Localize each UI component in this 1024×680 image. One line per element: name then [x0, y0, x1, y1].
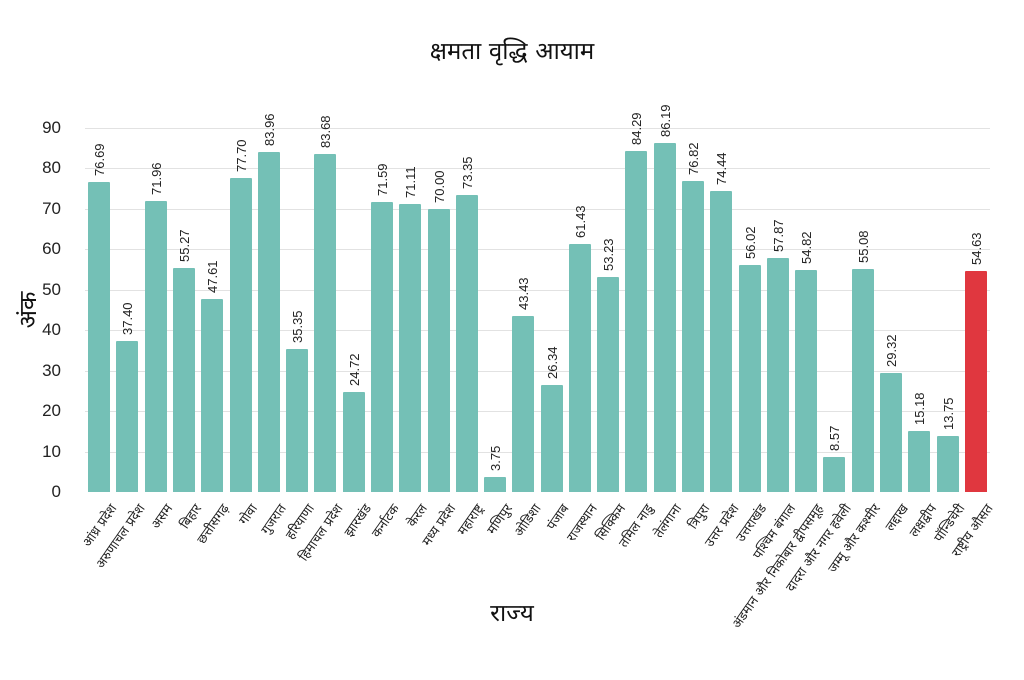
bar [427, 208, 450, 492]
y-tick-label: 20 [42, 401, 61, 421]
bar [116, 340, 139, 492]
gridline [85, 411, 990, 413]
bar-value-label: 61.43 [572, 205, 588, 238]
x-tick-label: ओडिशा [511, 501, 545, 540]
y-tick-label: 70 [42, 198, 61, 218]
y-tick-label: 0 [51, 482, 61, 501]
bar-value-label: 83.96 [261, 113, 277, 147]
bar [455, 195, 478, 492]
bar-value-label: 84.29 [629, 112, 645, 146]
y-tick-label: 10 [42, 441, 61, 461]
y-tick-label: 50 [42, 279, 61, 299]
bar-value-label: 71.96 [148, 162, 164, 195]
bar [795, 270, 818, 492]
gridline [85, 451, 990, 453]
bar-value-label: 71.11 [403, 166, 419, 199]
y-tick-label: 30 [42, 360, 61, 380]
bar [964, 271, 987, 492]
gridline [85, 289, 990, 291]
bar [540, 385, 563, 492]
bar-value-label: 26.34 [544, 346, 560, 380]
bar-value-label: 70.00 [431, 170, 447, 203]
bar [568, 243, 591, 492]
bar [738, 265, 761, 492]
bar [653, 143, 676, 492]
bar-value-label: 55.27 [176, 229, 192, 263]
bar [144, 200, 167, 492]
gridline [85, 168, 990, 170]
bar [257, 152, 280, 492]
bar-value-label: 3.75 [488, 445, 504, 471]
bar [710, 190, 733, 492]
bar-value-label: 56.02 [742, 226, 758, 260]
y-tick-label: 60 [42, 239, 61, 259]
bar [823, 457, 846, 492]
bar-value-label: 13.75 [940, 397, 956, 431]
bar [766, 257, 789, 492]
x-tick-label: तेलंगाना [651, 501, 686, 542]
bar-value-label: 74.44 [714, 152, 730, 185]
bar [201, 299, 224, 492]
y-tick-label: 80 [42, 158, 61, 178]
bar-value-label: 47.61 [205, 260, 221, 294]
gridline [85, 208, 990, 210]
bar-value-label: 73.35 [459, 156, 475, 190]
bar-value-label: 83.68 [318, 115, 334, 148]
bar-value-label: 43.43 [516, 277, 532, 311]
bar-value-label: 24.72 [346, 353, 362, 387]
bar [286, 349, 309, 492]
bar [908, 430, 931, 492]
bar [625, 151, 648, 492]
bar-value-label: 71.59 [374, 163, 390, 197]
bar [512, 316, 535, 492]
x-tick-label: असम [148, 501, 177, 533]
bar [229, 177, 252, 492]
x-tick-label: मणिपुर [484, 501, 516, 538]
x-axis-label: राज्य [490, 599, 534, 627]
bar [342, 392, 365, 492]
gridline [85, 128, 990, 129]
bar-value-label: 55.08 [855, 230, 871, 264]
y-tick-label: 40 [42, 320, 61, 340]
gridline [85, 330, 990, 332]
bar-value-label: 53.23 [601, 238, 617, 271]
bar-value-label: 86.19 [657, 104, 673, 138]
bar [370, 202, 393, 492]
gridline [85, 370, 990, 372]
bar-value-label: 8.57 [827, 426, 843, 452]
chart-title: क्षमता वृद्धि आयाम [429, 37, 595, 65]
bar [682, 181, 705, 492]
bar-value-label: 76.69 [92, 143, 108, 176]
bar-value-label: 54.63 [968, 232, 984, 266]
x-tick-label: कर्नाटक [369, 501, 403, 541]
bar [314, 153, 337, 492]
bar-value-label: 77.70 [233, 139, 249, 172]
bar [936, 436, 959, 492]
bar-value-label: 57.87 [770, 219, 786, 252]
x-tick-label: झारखंड [341, 501, 375, 540]
bar-value-label: 54.82 [799, 231, 815, 265]
bar-value-label: 35.35 [290, 310, 306, 344]
bar-value-label: 37.40 [120, 302, 136, 335]
gridline [85, 249, 990, 251]
bar [399, 204, 422, 492]
bar [88, 181, 111, 492]
x-tick-label: महाराष्ट्र [455, 501, 488, 539]
bar [172, 268, 195, 492]
bar-value-label: 29.32 [884, 334, 900, 368]
bar [851, 269, 874, 492]
bar-value-label: 76.82 [686, 142, 702, 176]
bar [880, 373, 903, 492]
bar [597, 276, 620, 492]
bar [484, 476, 507, 492]
y-tick-label: 90 [42, 118, 61, 137]
plot-area: 0 10 20 30 40 50 60 70 80 90 76.69 37.40 71.96 55.27 4… [42, 105, 990, 501]
bar-value-label: 15.18 [912, 392, 928, 425]
